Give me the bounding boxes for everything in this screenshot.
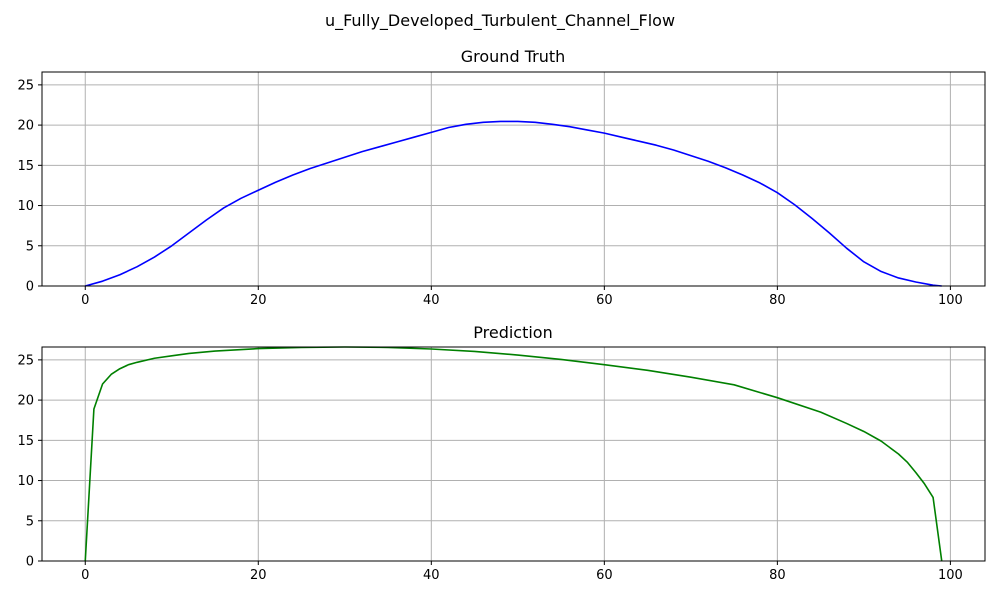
prediction-ytick-label: 15	[17, 434, 34, 449]
subplot-ground-truth-title: Ground Truth	[461, 47, 566, 66]
ground-truth-ytick-label: 20	[17, 119, 34, 134]
ground-truth-series-line-0	[85, 120, 942, 287]
subplot-ground-truth: Ground Truth 0 20 40 60 80 100 0 5 10 15 20 25	[17, 47, 986, 308]
ground-truth-xtick-label: 40	[423, 293, 440, 308]
prediction-series	[84, 346, 943, 562]
prediction-xtick-label: 0	[81, 568, 89, 583]
prediction-axes-frame	[41, 346, 986, 562]
prediction-ytick-label: 0	[26, 555, 34, 570]
ground-truth-series	[85, 120, 942, 287]
prediction-xtick-label: 40	[423, 568, 440, 583]
prediction-xtick-label: 60	[596, 568, 613, 583]
ground-truth-grid	[42, 72, 985, 287]
prediction-ytick-label: 10	[17, 474, 34, 489]
ground-truth-ytick-label: 10	[17, 199, 34, 214]
ground-truth-ytick-label: 5	[26, 239, 34, 254]
prediction-ticks: 0 20 40 60 80 100 0 5 10 15 20 25	[17, 353, 962, 583]
subplot-prediction: Prediction 0 20 40 60 80 100 0 5 10 15 20 25	[17, 323, 986, 583]
prediction-xtick-label: 80	[769, 568, 786, 583]
ground-truth-ytick-label: 15	[17, 159, 34, 174]
prediction-series-line-0	[84, 346, 943, 562]
ground-truth-ytick-label: 0	[26, 280, 34, 295]
prediction-ytick-label: 20	[17, 394, 34, 409]
ground-truth-xtick-label: 20	[250, 293, 267, 308]
ground-truth-xtick-label: 80	[769, 293, 786, 308]
prediction-ytick-label: 5	[26, 514, 34, 529]
ground-truth-xtick-label: 60	[596, 293, 613, 308]
ground-truth-axes-frame	[41, 71, 986, 287]
ground-truth-xtick-label: 0	[81, 293, 89, 308]
subplot-prediction-title: Prediction	[473, 323, 552, 342]
prediction-xtick-label: 20	[250, 568, 267, 583]
ground-truth-xtick-label: 100	[938, 293, 963, 308]
figure-suptitle: u_Fully_Developed_Turbulent_Channel_Flow	[325, 11, 675, 31]
prediction-grid	[42, 347, 985, 562]
prediction-ytick-label: 25	[17, 353, 34, 368]
ground-truth-ticks: 0 20 40 60 80 100 0 5 10 15 20 25	[17, 78, 962, 308]
prediction-xtick-label: 100	[938, 568, 963, 583]
ground-truth-ytick-label: 25	[17, 78, 34, 93]
